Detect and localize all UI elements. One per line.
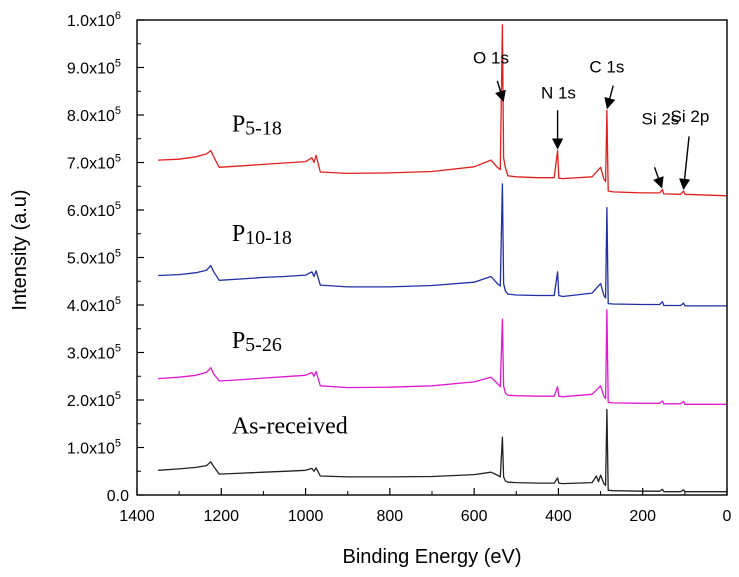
peak-label: Si 2s bbox=[642, 110, 680, 129]
y-tick-label: 9.0x105 bbox=[67, 58, 121, 78]
series-line-as-received bbox=[158, 408, 727, 493]
series-label: P10-18 bbox=[232, 221, 292, 249]
x-axis-title: Binding Energy (eV) bbox=[343, 546, 522, 568]
series-label: P5-26 bbox=[232, 328, 282, 356]
x-axis: 1400 1200 1000 800 600 400 200 0 bbox=[119, 488, 732, 525]
series-label: P5-18 bbox=[232, 112, 282, 140]
plot-frame bbox=[136, 19, 728, 496]
x-tick-label: 1200 bbox=[203, 508, 239, 525]
y-tick-label: 7.0x105 bbox=[67, 153, 121, 173]
series-line-p10-18 bbox=[158, 183, 727, 307]
series-line-p5-18 bbox=[158, 24, 728, 197]
series-labels: P5-18 P10-18 P5-26 As-received bbox=[232, 112, 348, 440]
y-tick-label: 6.0x105 bbox=[67, 200, 121, 220]
y-tick-label: 0.0 bbox=[107, 488, 129, 505]
y-tick-label: 5.0x105 bbox=[67, 248, 121, 268]
peak-label: Si 2p bbox=[671, 107, 710, 126]
x-tick-label: 800 bbox=[377, 508, 404, 525]
x-tick-label: 200 bbox=[629, 508, 656, 525]
x-tick-label: 600 bbox=[461, 508, 488, 525]
y-tick-label: 4.0x105 bbox=[67, 295, 121, 315]
y-axis: 0.0 1.0x105 2.0x105 3.0x105 4.0x105 5.0x105 6.… bbox=[67, 10, 144, 505]
peak-arrow bbox=[679, 136, 691, 191]
peak-label: N 1s bbox=[541, 83, 576, 102]
y-tick-label: 1.0x106 bbox=[67, 10, 121, 30]
y-axis-title: Intensity (a.u) bbox=[9, 189, 31, 310]
y-tick-label: 8.0x105 bbox=[67, 105, 121, 125]
peak-arrow bbox=[653, 167, 664, 189]
y-tick-label: 3.0x105 bbox=[67, 343, 121, 363]
series-label: As-received bbox=[232, 413, 348, 439]
peak-arrow bbox=[604, 85, 616, 110]
x-tick-label: 400 bbox=[545, 508, 572, 525]
peak-label: O 1s bbox=[473, 49, 509, 68]
x-tick-label: 0 bbox=[723, 508, 732, 525]
plot-lines bbox=[158, 24, 728, 493]
peak-label: C 1s bbox=[589, 57, 624, 76]
y-tick-label: 1.0x105 bbox=[67, 438, 121, 458]
y-tick-label: 2.0x105 bbox=[67, 390, 121, 410]
peak-arrow bbox=[495, 80, 506, 103]
x-tick-label: 1400 bbox=[119, 508, 155, 525]
x-tick-label: 1000 bbox=[288, 508, 324, 525]
series-line-p5-26 bbox=[158, 309, 727, 405]
